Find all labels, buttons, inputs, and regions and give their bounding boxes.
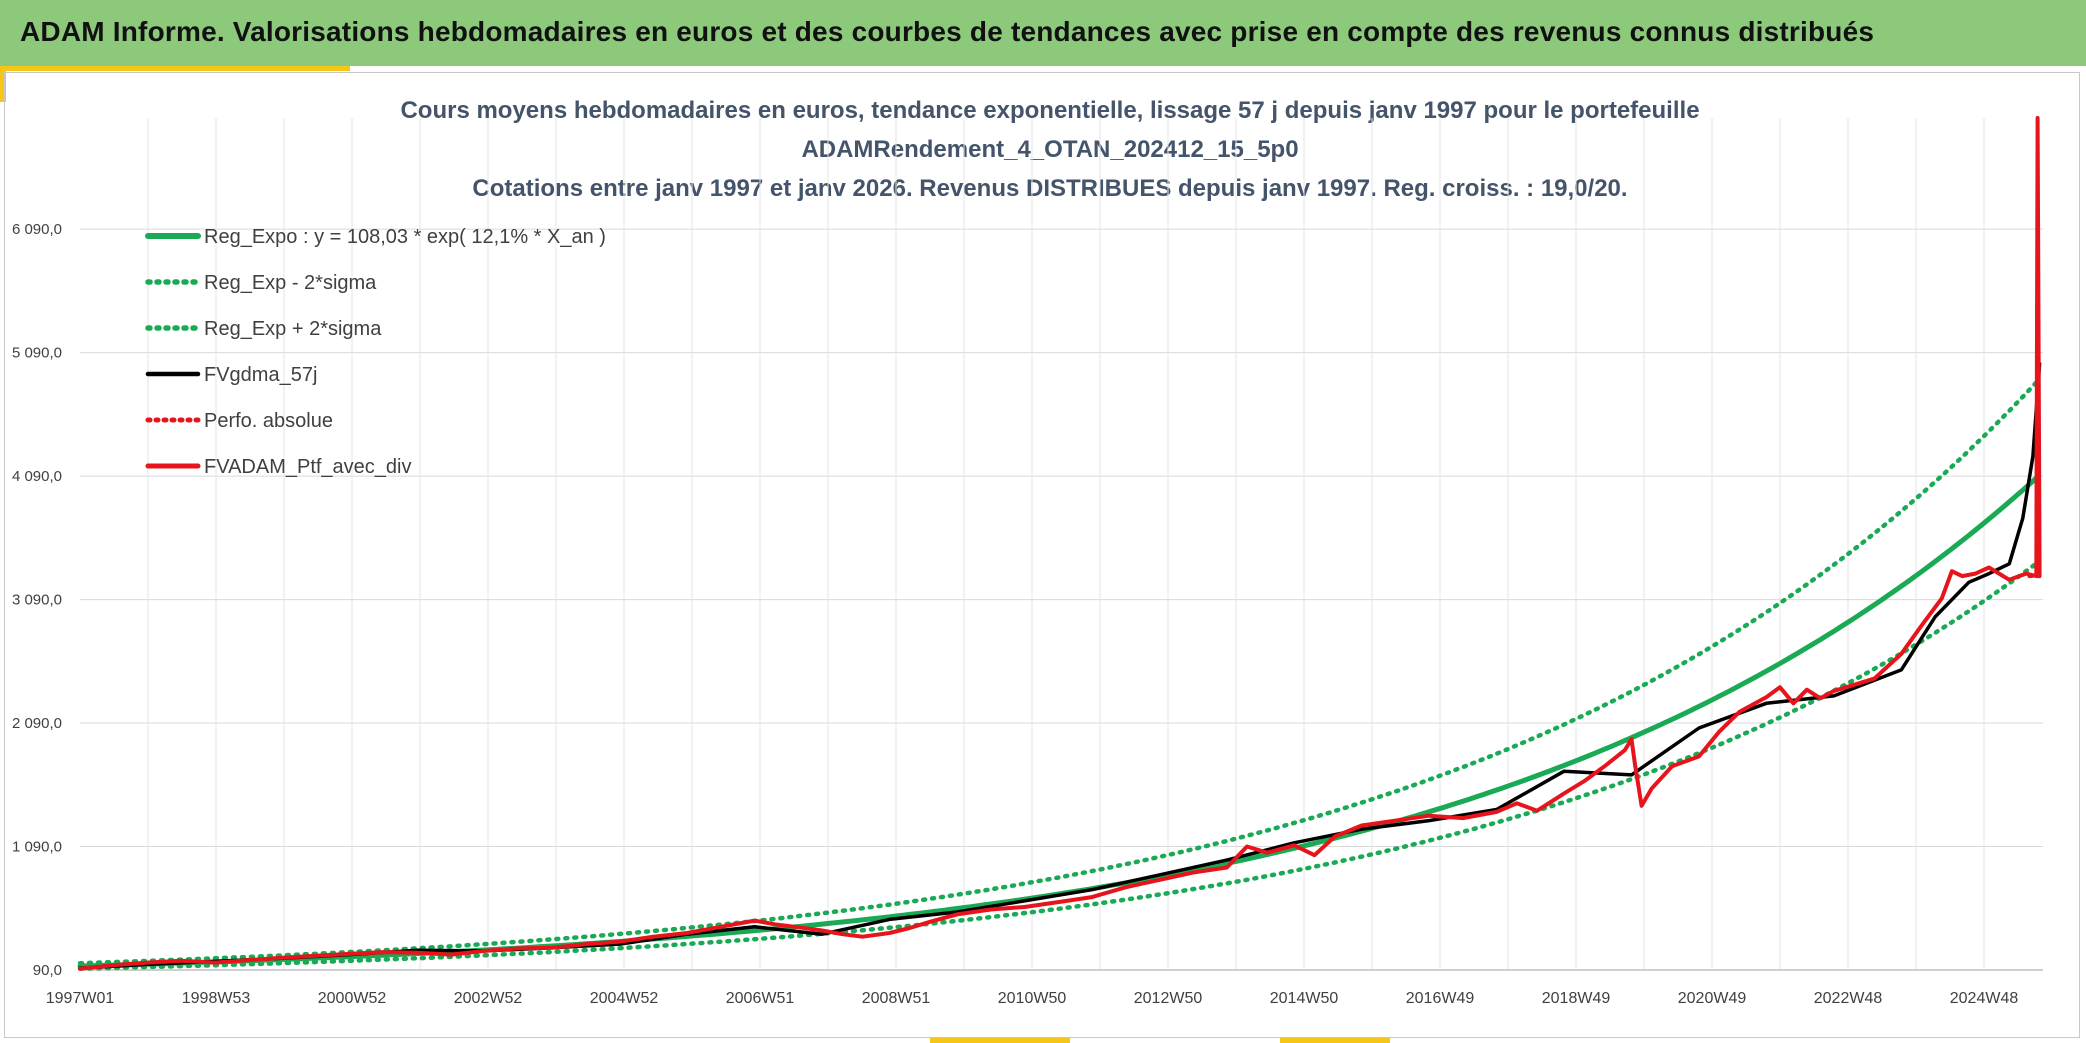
- legend-label: FVADAM_Ptf_avec_div: [204, 456, 412, 478]
- x-tick-label: 2000W52: [318, 990, 387, 1007]
- legend-label: Reg_Exp - 2*sigma: [204, 272, 377, 294]
- series-line-1: [77, 561, 2039, 971]
- series-line-0: [77, 475, 2039, 969]
- legend-label: Reg_Exp + 2*sigma: [204, 318, 382, 340]
- page-title: ADAM Informe. Valorisations hebdomadaire…: [20, 16, 1875, 47]
- y-tick-label: 90,0: [33, 962, 62, 979]
- x-tick-label: 2014W50: [1270, 990, 1339, 1007]
- x-tick-label: 2008W51: [862, 990, 931, 1007]
- x-tick-label: 2010W50: [998, 990, 1067, 1007]
- chart-frame: [4, 72, 2080, 1038]
- y-tick-label: 2 090,0: [12, 715, 62, 732]
- accent-bar-left: [0, 66, 6, 102]
- x-tick-label: 2016W49: [1406, 990, 1475, 1007]
- accent-bar-bottom: [930, 1038, 1070, 1043]
- series-line-5: [78, 116, 2042, 971]
- legend-label: Perfo. absolue: [204, 410, 333, 432]
- x-tick-label: 2012W50: [1134, 990, 1203, 1007]
- series-line-3: [78, 361, 2042, 970]
- x-tick-label: 2020W49: [1678, 990, 1747, 1007]
- x-tick-label: 2002W52: [454, 990, 523, 1007]
- x-tick-label: 1997W01: [46, 990, 115, 1007]
- accent-bar-bottom: [1280, 1038, 1390, 1043]
- x-tick-label: 2018W49: [1542, 990, 1611, 1007]
- x-tick-label: 2024W48: [1950, 990, 2019, 1007]
- y-tick-label: 3 090,0: [12, 592, 62, 609]
- legend-label: FVgdma_57j: [204, 364, 317, 386]
- legend-label: Reg_Expo : y = 108,03 * exp( 12,1% * X_a…: [204, 226, 606, 248]
- y-tick-label: 6 090,0: [12, 221, 62, 238]
- chart-title-line: Cours moyens hebdomadaires en euros, ten…: [400, 97, 1699, 124]
- x-tick-label: 2006W51: [726, 990, 795, 1007]
- y-tick-label: 4 090,0: [12, 468, 62, 485]
- x-tick-label: 2004W52: [590, 990, 659, 1007]
- chart-title-line: ADAMRendement_4_OTAN_202412_15_5p0: [801, 136, 1298, 163]
- x-tick-label: 2022W48: [1814, 990, 1883, 1007]
- header-bar: ADAM Informe. Valorisations hebdomadaire…: [0, 0, 2086, 66]
- series-line-2: [77, 380, 2039, 966]
- x-tick-label: 1998W53: [182, 990, 251, 1007]
- y-tick-label: 1 090,0: [12, 839, 62, 856]
- y-tick-label: 5 090,0: [12, 345, 62, 362]
- chart-title-line: Cotations entre janv 1997 et janv 2026. …: [472, 175, 1627, 202]
- accent-bar-top: [0, 66, 350, 71]
